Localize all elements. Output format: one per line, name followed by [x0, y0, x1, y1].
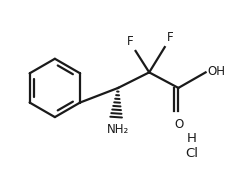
Text: F: F	[166, 31, 173, 44]
Text: F: F	[126, 35, 133, 48]
Text: H: H	[186, 132, 196, 145]
Text: NH₂: NH₂	[106, 123, 129, 136]
Text: O: O	[174, 118, 183, 131]
Text: Cl: Cl	[185, 147, 198, 160]
Text: OH: OH	[207, 65, 225, 78]
